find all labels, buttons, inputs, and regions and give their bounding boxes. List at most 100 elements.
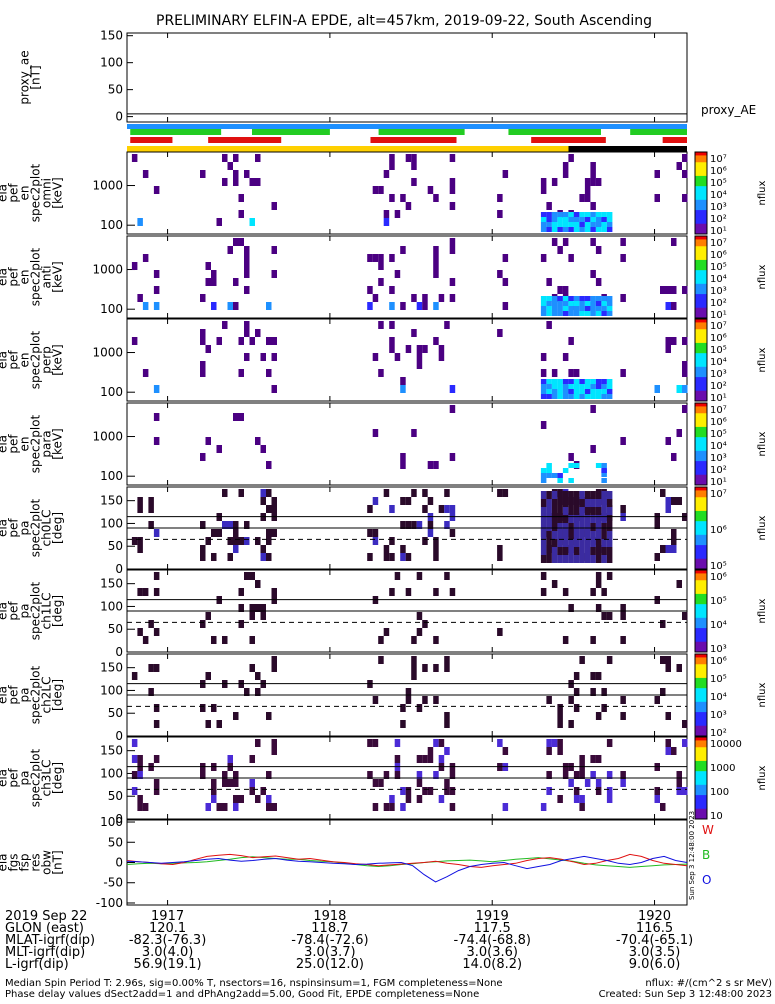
ephemeris-row-value: 118.7 <box>311 921 348 936</box>
spectrogram-pixel <box>601 227 607 232</box>
spectrogram-pixel <box>400 720 406 728</box>
spectrogram-pixel <box>546 739 552 747</box>
spectrogram-pixel <box>200 771 206 779</box>
spectrogram-pixel <box>238 194 244 202</box>
colorbar-cell <box>695 266 707 271</box>
spectrogram-pixel <box>546 278 552 286</box>
ephemeris-row-value: 3.0(3.7) <box>304 945 356 960</box>
spectrogram-pixel <box>584 499 591 507</box>
spectrogram-pixel <box>590 531 596 539</box>
spectrogram-pixel <box>595 384 602 389</box>
spectrogram-pixel <box>590 672 596 680</box>
spectrogram-pixel <box>255 672 261 680</box>
spectrogram-pixel <box>601 222 607 227</box>
spectrogram-pixel <box>422 294 428 302</box>
colorbar-cell <box>695 684 707 689</box>
spectrogram-pixel <box>137 505 143 513</box>
spectrogram-pixel <box>137 537 143 545</box>
spectrogram-pixel <box>438 755 445 763</box>
spectrogram-pixel <box>665 437 671 445</box>
spectrogram-pixel <box>584 379 591 384</box>
spectrogram-pixel <box>568 227 574 232</box>
spectrogram-pixel <box>601 389 607 394</box>
spectrogram-pixel <box>573 306 580 311</box>
spectrogram-pixel <box>372 186 379 194</box>
spectrogram-pixel <box>584 491 591 499</box>
spectrogram-pixel <box>584 531 591 539</box>
y-tick-label: 0 <box>115 812 123 826</box>
spectrogram-pixel <box>676 664 682 672</box>
ylabel-line: [keV] <box>51 344 65 375</box>
spectrogram-pixel <box>551 217 558 222</box>
colorbar-tick-label: 10³ <box>710 369 727 380</box>
colorbar-cell <box>695 737 707 741</box>
colorbar-cell <box>695 654 707 658</box>
mag-stamp: Sun Sep 3 12:48:00 2023 <box>688 811 696 900</box>
spectrogram-pixel <box>557 296 563 301</box>
spectrogram-pixel <box>665 656 671 664</box>
spectrogram-pixel <box>671 497 677 505</box>
colorbar-cell <box>695 624 707 629</box>
spectrogram-pixel <box>405 553 412 561</box>
ephemeris-row-value: 1919 <box>476 909 509 924</box>
spectrogram-pixel <box>606 379 613 384</box>
spectrogram-pixel <box>411 429 417 437</box>
spectrogram-pixel <box>573 531 580 539</box>
spectrogram-pixel <box>502 803 509 811</box>
status-bar-blue <box>127 124 687 129</box>
spectrogram-pixel <box>372 353 379 361</box>
spectrogram-pixel <box>502 489 509 497</box>
colorbar-cell <box>695 788 707 793</box>
spectrogram-pixel <box>590 394 596 399</box>
colorbar-tick-label: 10⁵ <box>710 178 727 189</box>
ephemeris-row-value: -82.3(-76.3) <box>129 933 206 948</box>
ylabel-line: ela <box>0 769 10 787</box>
spectrogram-pixel <box>590 491 596 499</box>
footer-note-2: Phase delay values dSect2add=1 and dPhAn… <box>5 989 479 1000</box>
colorbar-tick-label: 10⁴ <box>710 620 727 631</box>
spectrogram-pixel <box>590 771 596 779</box>
colorbar-cell <box>695 507 707 512</box>
spectrogram-pixel <box>676 771 682 779</box>
ephemeris-row-value: 117.5 <box>474 921 511 936</box>
spectrogram-pixel <box>153 437 160 445</box>
colorbar-tick-label: 10⁷ <box>710 405 727 416</box>
spectrogram-pixel <box>405 588 412 596</box>
ylabel-line: en <box>18 270 32 285</box>
spectrogram-pixel <box>153 186 160 194</box>
spectrogram-pixel <box>601 547 607 555</box>
spectrogram-pixel <box>383 553 390 561</box>
spectrogram-pixel <box>551 212 558 217</box>
colorbar-cell <box>695 517 707 522</box>
spectrogram-pixel <box>557 217 563 222</box>
spectrogram-pixel <box>584 539 591 547</box>
spectrogram-pixel <box>211 529 217 537</box>
spectrogram-pixel <box>654 553 660 561</box>
spectrogram-pixel <box>444 787 450 795</box>
plot-title: PRELIMINARY ELFIN-A EPDE, alt=457km, 201… <box>156 13 652 29</box>
colorbar-cell <box>695 346 707 351</box>
spectrogram-pixel <box>433 696 439 704</box>
colorbar-label: nflux <box>757 515 768 540</box>
spectrogram-pixel <box>433 337 439 345</box>
spectrogram-pixel <box>449 186 456 194</box>
colorbar-cell <box>695 253 707 257</box>
spectrogram-pixel <box>665 302 671 310</box>
spectrogram-pixel <box>584 212 591 217</box>
spectrogram-pixel <box>260 353 266 361</box>
spectrogram-pixel <box>227 302 233 310</box>
spectrogram-pixel <box>266 529 272 537</box>
spectrogram-pixel <box>671 747 677 755</box>
colorbar-tick-label: 10⁵ <box>710 596 727 607</box>
spectrogram-pixel <box>557 507 563 515</box>
spectrogram-pixel <box>584 311 591 316</box>
spectrogram-pixel <box>244 254 250 262</box>
colorbar-label-group: nflux <box>757 765 768 790</box>
spectrogram-pixel <box>427 497 434 505</box>
spectrogram-pixel <box>546 301 552 306</box>
spectrogram-pixel <box>606 739 613 747</box>
spectrogram-pixel <box>383 170 390 178</box>
y-tick-label: 0 <box>115 856 123 870</box>
ylabel-line: spec2plot <box>29 498 43 557</box>
colorbar-cell <box>695 671 707 675</box>
